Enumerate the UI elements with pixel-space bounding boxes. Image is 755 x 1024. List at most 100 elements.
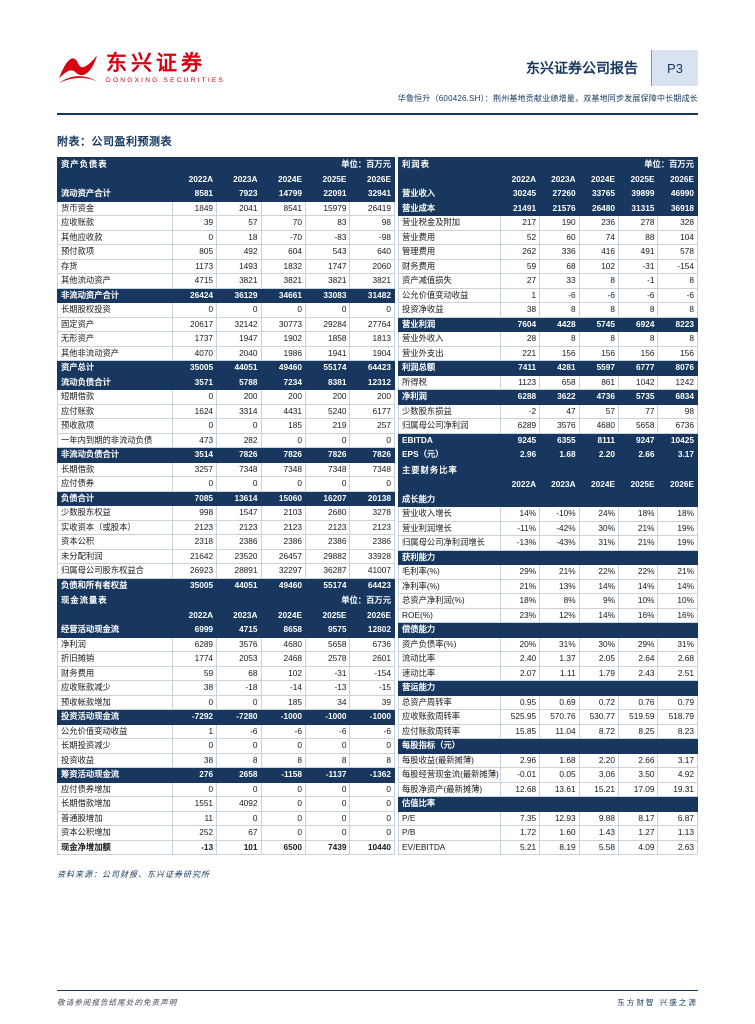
row-label: 未分配利润 xyxy=(57,548,173,564)
cell-value: 44051 xyxy=(216,360,262,376)
table-row: P/E 7.35 12.93 9.88 8.17 6.87 xyxy=(398,810,698,826)
cell-value: -6 xyxy=(216,723,262,739)
row-label: 归属母公司净利润 xyxy=(398,418,501,434)
cell-value: 49460 xyxy=(260,360,307,376)
page-footer: 敬请参阅报告结尾处的免责声明 东方财智 兴盛之源 xyxy=(57,990,698,1008)
cell-value: 2041 xyxy=(216,200,262,216)
cell-value: 4431 xyxy=(260,403,307,419)
cell-value: 27260 xyxy=(539,186,580,202)
cell-value: 64423 xyxy=(349,577,395,593)
cell-value: 21% xyxy=(499,578,541,594)
cell-value: 10% xyxy=(618,593,659,609)
row-label: 预付款项 xyxy=(57,244,173,260)
cell-value: 35005 xyxy=(171,360,218,376)
row-label: 每股经营现金流(最新摊薄) xyxy=(398,767,501,783)
table-row: 少数股东损益 -2 47 57 77 98 xyxy=(398,403,698,419)
table-title-row: 资产负债表 单位：百万元 xyxy=(57,157,396,173)
table-title-row: 利润表 单位：百万元 xyxy=(398,157,699,173)
row-label: 净利润 xyxy=(57,636,173,652)
cell-value: 2.68 xyxy=(657,651,698,667)
cell-value: 0 xyxy=(304,302,351,318)
cell-value: 8 xyxy=(618,331,659,347)
cell-value: 28891 xyxy=(216,563,262,579)
cell-value: 88 xyxy=(618,229,659,245)
cell-value: 1.37 xyxy=(539,651,580,667)
cell-value: 7604 xyxy=(499,316,541,332)
cell-value: 2123 xyxy=(260,519,307,535)
cell-value: 4428 xyxy=(539,316,580,332)
row-label: 折旧摊销 xyxy=(57,651,173,667)
cell-value: 11.04 xyxy=(539,723,580,739)
cell-value: 14% xyxy=(499,506,541,522)
cell-value: 2123 xyxy=(304,519,351,535)
year-header: 2026E xyxy=(657,477,698,493)
cell-value: 14% xyxy=(578,607,620,623)
table-row: 现金净增加额 -13 101 6500 7439 10440 xyxy=(57,839,395,855)
row-label: 预收款项 xyxy=(57,418,173,434)
table-row: 净利率(%) 21% 13% 14% 14% 14% xyxy=(398,578,698,594)
cell-value: 2468 xyxy=(260,651,307,667)
cell-value: 2123 xyxy=(349,519,395,535)
row-label: 财务费用 xyxy=(398,258,501,274)
row-label: 归属母公司净利润增长 xyxy=(398,535,501,551)
cash-flow-table-host: 现金流量表 单位：百万元 2022A 2023A 2024E 2025E 2026E 经营活动… xyxy=(57,593,396,855)
cell-value: 7826 xyxy=(216,447,262,463)
cell-value: 49460 xyxy=(260,577,307,593)
cell-value: 24% xyxy=(578,506,620,522)
cell-value: -1362 xyxy=(349,767,395,783)
table-row: 偿债能力 xyxy=(398,622,698,638)
brand-logo: 东兴证券 DONGXING SECURITIES xyxy=(57,50,225,86)
row-label: 负债和所有者权益 xyxy=(57,577,173,593)
cell-value: 8076 xyxy=(657,360,698,376)
cell-value: 2.63 xyxy=(657,839,698,855)
table-row: 资产减值损失 27 33 8 -1 8 xyxy=(398,273,698,289)
footer-rule xyxy=(57,990,698,991)
cell-value: -98 xyxy=(349,229,395,245)
cell-value: 336 xyxy=(539,244,580,260)
cell-value: 3.06 xyxy=(578,767,620,783)
cell-value: 32142 xyxy=(216,316,262,332)
cell-value: 39 xyxy=(171,215,218,231)
cell-value: 12% xyxy=(539,607,580,623)
table-row: 预付款项 805 492 604 543 640 xyxy=(57,244,395,260)
cell-value: 26424 xyxy=(171,287,218,303)
cell-value: 4281 xyxy=(539,360,580,376)
cell-value: 0 xyxy=(171,476,218,492)
cell-value: 10440 xyxy=(349,839,395,855)
cell-value: 3.17 xyxy=(657,447,698,463)
cell-value: 35005 xyxy=(171,577,218,593)
income-statement-table-host: 利润表 单位：百万元 2022A 2023A 2024E 2025E 2026E 营业收入 30… xyxy=(398,157,699,463)
cell-value: 28 xyxy=(499,331,541,347)
cell-value: 1173 xyxy=(171,258,218,274)
cell-value: 2.43 xyxy=(618,665,659,681)
year-header: 2023A xyxy=(539,171,580,187)
cell-value: 3821 xyxy=(349,273,395,289)
cell-value: 0.79 xyxy=(657,694,698,710)
footer-row: 敬请参阅报告结尾处的免责声明 东方财智 兴盛之源 xyxy=(57,997,698,1008)
year-header: 2025E xyxy=(618,171,659,187)
row-label: 流动比率 xyxy=(398,651,501,667)
cell-value: 11 xyxy=(171,810,218,826)
cell-value: 0 xyxy=(260,796,307,812)
footer-disclaimer: 敬请参阅报告结尾处的免责声明 xyxy=(57,998,178,1007)
cell-value: 18% xyxy=(657,506,698,522)
table-row: 资产总计 35005 44051 49460 55174 64423 xyxy=(57,360,395,376)
right-table-column: 利润表 单位：百万元 2022A 2023A 2024E 2025E 2026E 营业收入 30… xyxy=(398,157,699,855)
row-label: 投资收益 xyxy=(57,752,173,768)
cell-value: 0 xyxy=(349,432,395,448)
year-header-spacer xyxy=(398,171,501,187)
cell-value: 8.17 xyxy=(618,810,659,826)
footer-slogan: 东方财智 兴盛之源 xyxy=(617,998,698,1007)
cell-value: 0 xyxy=(216,781,262,797)
cell-value: 0 xyxy=(260,810,307,826)
cell-value: 276 xyxy=(171,767,218,783)
cell-value: 83 xyxy=(304,215,351,231)
cell-value: 156 xyxy=(657,345,698,361)
cell-value: 8541 xyxy=(260,200,307,216)
cell-value: 4070 xyxy=(171,345,218,361)
row-label: 筹资活动现金流 xyxy=(57,767,173,783)
cell-value: 36129 xyxy=(216,287,262,303)
cell-value: -154 xyxy=(349,665,395,681)
table-row: 应收账款减少 38 -18 -14 -13 -15 xyxy=(57,680,395,696)
cell-value: 0.76 xyxy=(618,694,659,710)
